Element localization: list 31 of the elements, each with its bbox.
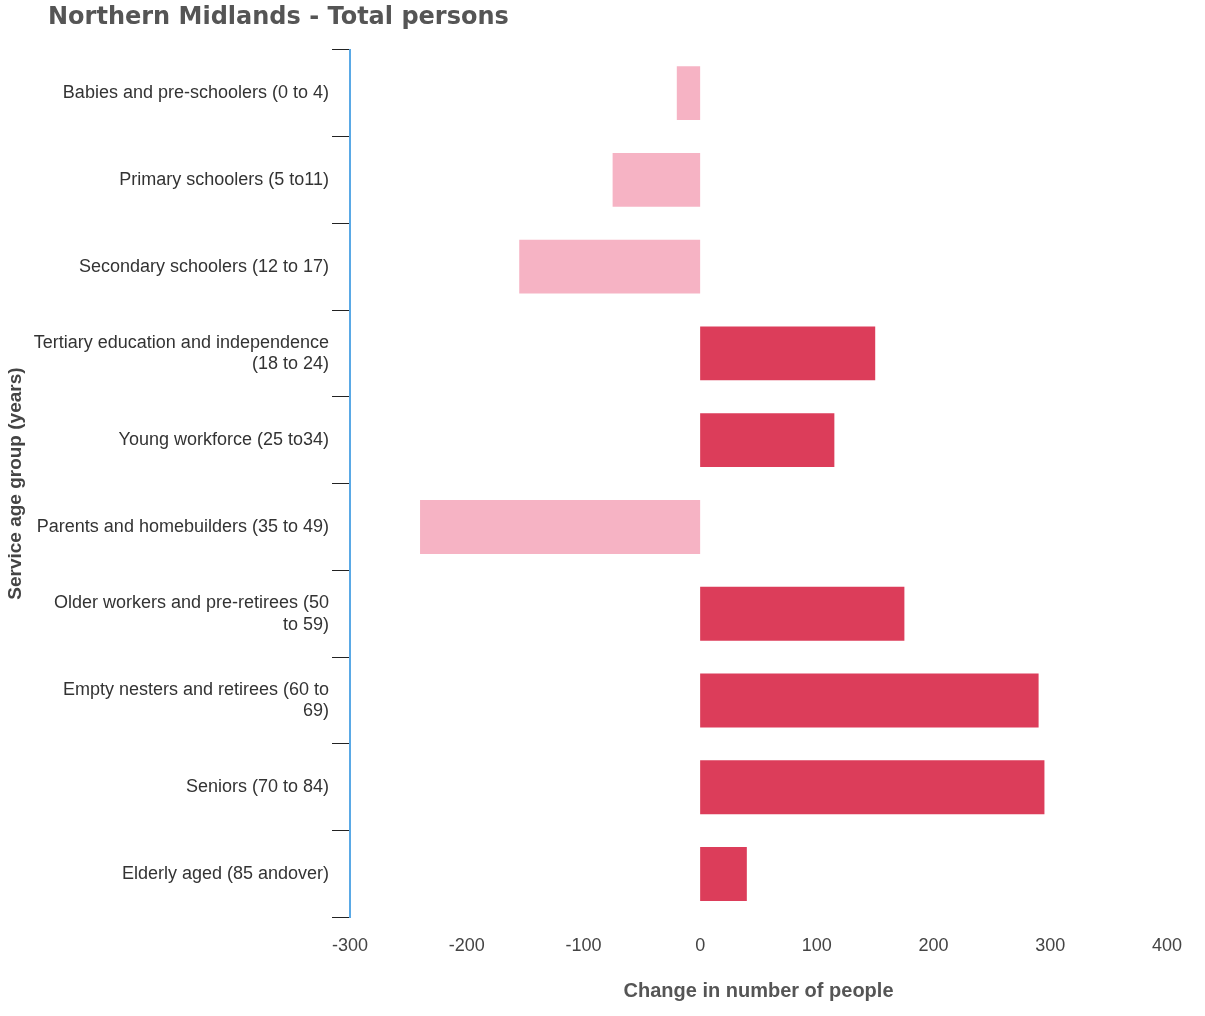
y-tick-label: Elderly aged (85 andover) (121, 862, 330, 883)
x-tick-label: 200 (918, 935, 949, 956)
bar (676, 66, 701, 121)
y-tick-label: Primary schoolers (5 to11) (119, 168, 330, 189)
bar (700, 413, 835, 468)
x-tick-label: -200 (448, 935, 485, 956)
y-tick-label: Tertiary education and independence (18 to 24) (33, 331, 330, 374)
y-tick-label: Seniors (70 to 84) (185, 776, 330, 797)
y-tick-label: Babies and pre-schoolers (0 to 4) (62, 82, 330, 103)
x-tick-label: 300 (1035, 935, 1066, 956)
bar (700, 673, 1039, 728)
y-tick-label: Older workers and pre-retirees (50 to 59) (53, 591, 330, 634)
bar (700, 586, 905, 641)
x-axis-title: Change in number of people (623, 978, 894, 1001)
bar (420, 500, 701, 554)
y-tick-label: Secondary schoolers (12 to 17) (78, 255, 330, 276)
bar (612, 153, 701, 207)
y-tick-label: Empty nesters and retirees (60 to 69) (62, 678, 330, 721)
y-axis-title: Service age group (years) (3, 367, 25, 600)
y-tick-label: Parents and homebuilders (35 to 49) (36, 515, 330, 536)
bar (700, 760, 1045, 815)
chart-title: Northern Midlands - Total persons (48, 2, 509, 30)
x-tick-label: 0 (695, 935, 706, 956)
y-tick-label: Young workforce (25 to34) (118, 429, 330, 450)
x-tick-label: -300 (332, 935, 369, 956)
bar (519, 239, 701, 294)
bar (700, 326, 876, 381)
bar (700, 847, 747, 901)
x-tick-label: 100 (801, 935, 832, 956)
x-tick-label: -100 (565, 935, 602, 956)
x-tick-label: 400 (1151, 935, 1183, 956)
